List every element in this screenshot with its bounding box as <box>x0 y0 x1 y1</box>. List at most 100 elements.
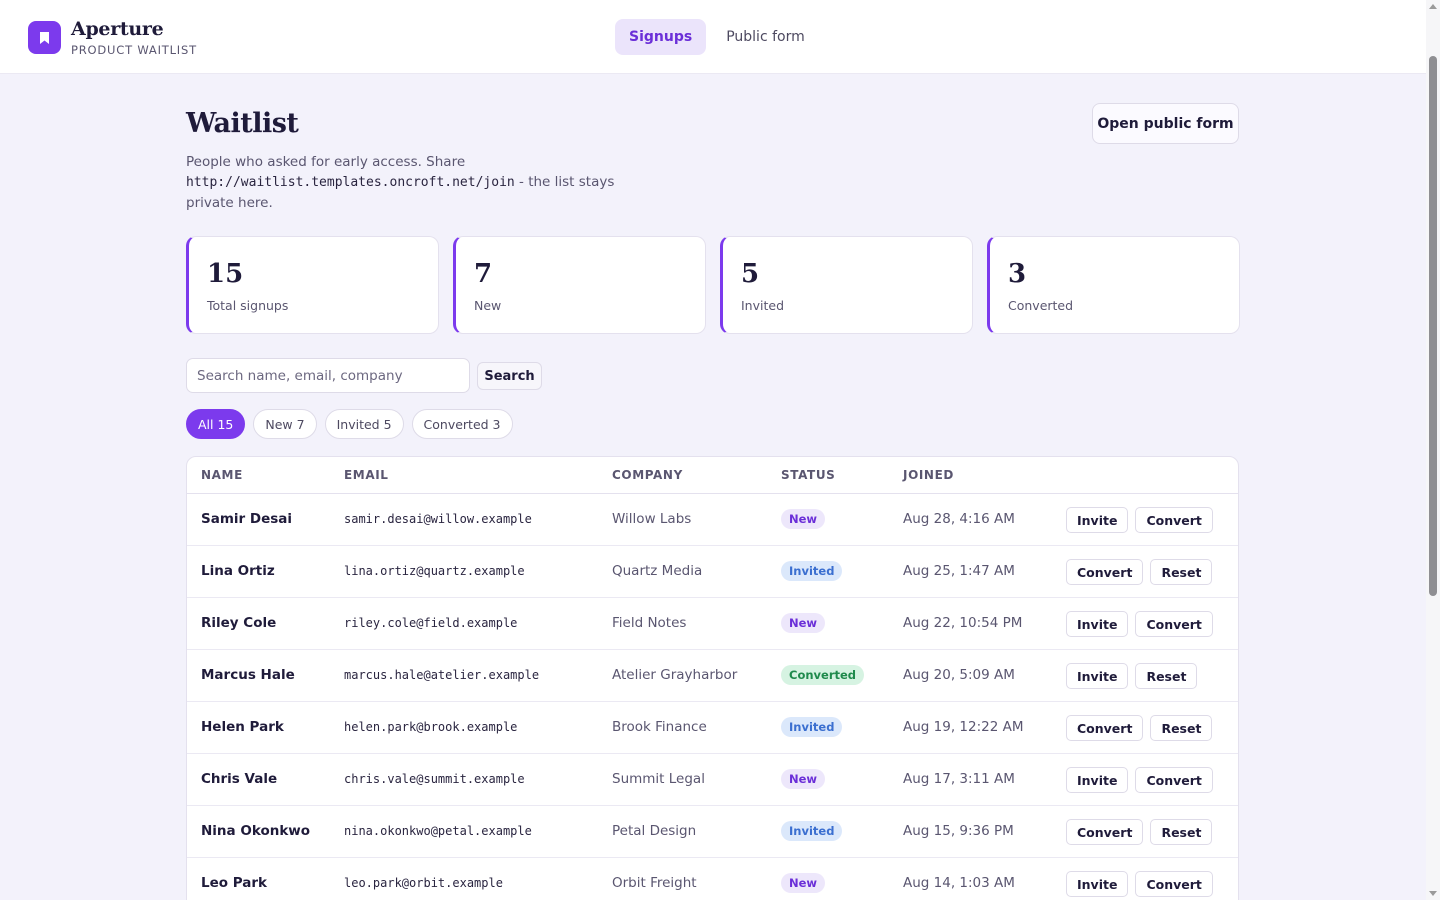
signup-joined: Aug 19, 12:22 AM <box>903 719 1024 735</box>
status-badge: Invited <box>781 717 843 737</box>
signup-name: Chris Vale <box>201 771 278 787</box>
table-row: Nina Okonkwo nina.okonkwo@petal.example … <box>187 806 1238 858</box>
signup-company: Summit Legal <box>612 771 705 787</box>
search-button[interactable]: Search <box>477 362 542 390</box>
row-actions: Invite Convert <box>1066 507 1213 533</box>
stat-value: 5 <box>741 259 760 289</box>
signup-name: Lina Ortiz <box>201 563 275 579</box>
status-badge: New <box>781 873 826 893</box>
stat-card-total: 15 Total signups <box>186 236 439 334</box>
convert-button[interactable]: Convert <box>1066 819 1144 845</box>
row-actions: Convert Reset <box>1066 715 1213 741</box>
signup-company: Orbit Freight <box>612 875 697 891</box>
column-header-email[interactable]: EMAIL <box>344 468 389 482</box>
signup-email: leo.park@orbit.example <box>344 876 503 890</box>
status-badge: New <box>781 509 826 529</box>
page-scrollbar[interactable] <box>1426 0 1440 900</box>
convert-button[interactable]: Convert <box>1135 767 1213 793</box>
table-row: Marcus Hale marcus.hale@atelier.example … <box>187 650 1238 702</box>
convert-button[interactable]: Convert <box>1066 715 1144 741</box>
row-actions: Convert Reset <box>1066 559 1213 585</box>
page-title: Waitlist <box>186 108 299 139</box>
signup-joined: Aug 17, 3:11 AM <box>903 771 1015 787</box>
scrollbar-thumb[interactable] <box>1429 56 1437 596</box>
invite-button[interactable]: Invite <box>1066 767 1129 793</box>
stat-card-invited: 5 Invited <box>720 236 973 334</box>
scroll-up-arrow-icon[interactable] <box>1429 4 1437 9</box>
signup-joined: Aug 28, 4:16 AM <box>903 511 1015 527</box>
invite-button[interactable]: Invite <box>1066 871 1129 897</box>
table-row: Chris Vale chris.vale@summit.example Sum… <box>187 754 1238 806</box>
stat-value: 3 <box>1008 259 1027 289</box>
column-header-joined[interactable]: JOINED <box>903 468 954 482</box>
stat-label: Total signups <box>207 298 289 313</box>
signup-name: Samir Desai <box>201 511 293 527</box>
table-header: NAME EMAIL COMPANY STATUS JOINED <box>187 457 1238 494</box>
filter-new[interactable]: New 7 <box>253 409 317 439</box>
table-row: Leo Park leo.park@orbit.example Orbit Fr… <box>187 858 1238 900</box>
search-input[interactable] <box>186 358 470 393</box>
filter-converted[interactable]: Converted 3 <box>411 409 513 439</box>
invite-button[interactable]: Invite <box>1066 663 1129 689</box>
convert-button[interactable]: Convert <box>1066 559 1144 585</box>
signup-email: helen.park@brook.example <box>344 720 518 734</box>
filter-all[interactable]: All 15 <box>186 409 246 439</box>
column-header-status[interactable]: STATUS <box>781 468 836 482</box>
tab-signups[interactable]: Signups <box>615 19 707 55</box>
stat-card-new: 7 New <box>453 236 706 334</box>
signup-company: Brook Finance <box>612 719 707 735</box>
stats-row: 15 Total signups 7 New 5 Invited 3 Conve… <box>186 236 1240 334</box>
convert-button[interactable]: Convert <box>1135 507 1213 533</box>
row-actions: Invite Convert <box>1066 767 1213 793</box>
row-actions: Invite Convert <box>1066 611 1213 637</box>
signup-email: marcus.hale@atelier.example <box>344 668 540 682</box>
signup-name: Helen Park <box>201 719 284 735</box>
filter-invited[interactable]: Invited 5 <box>324 409 404 439</box>
status-badge: Invited <box>781 821 843 841</box>
signup-company: Petal Design <box>612 823 697 839</box>
signup-email: samir.desai@willow.example <box>344 512 532 526</box>
app-subtitle: PRODUCT WAITLIST <box>71 43 197 57</box>
reset-button[interactable]: Reset <box>1135 663 1198 689</box>
signup-joined: Aug 25, 1:47 AM <box>903 563 1015 579</box>
open-public-form-button[interactable]: Open public form <box>1092 103 1239 144</box>
main-nav: Signups Public form <box>615 19 819 55</box>
signup-joined: Aug 14, 1:03 AM <box>903 875 1015 891</box>
row-actions: Invite Convert <box>1066 871 1213 897</box>
top-bar: Aperture PRODUCT WAITLIST Signups Public… <box>0 0 1426 74</box>
signup-name: Nina Okonkwo <box>201 823 311 839</box>
signup-joined: Aug 15, 9:36 PM <box>903 823 1014 839</box>
signup-email: chris.vale@summit.example <box>344 772 525 786</box>
column-header-name[interactable]: NAME <box>201 468 243 482</box>
signup-name: Riley Cole <box>201 615 277 631</box>
reset-button[interactable]: Reset <box>1150 819 1213 845</box>
status-filters: All 15 New 7 Invited 5 Converted 3 <box>186 409 513 439</box>
stat-label: Converted <box>1008 298 1074 313</box>
stat-label: Invited <box>741 298 785 313</box>
row-actions: Convert Reset <box>1066 819 1213 845</box>
status-badge: New <box>781 613 826 633</box>
signup-company: Atelier Grayharbor <box>612 667 738 683</box>
tab-public-form[interactable]: Public form <box>726 29 805 45</box>
column-header-company[interactable]: COMPANY <box>612 468 683 482</box>
page-description: People who asked for early access. Share… <box>186 152 646 213</box>
signup-email: nina.okonkwo@petal.example <box>344 824 532 838</box>
brand[interactable]: Aperture PRODUCT WAITLIST <box>28 18 197 57</box>
reset-button[interactable]: Reset <box>1150 715 1213 741</box>
signup-email: lina.ortiz@quartz.example <box>344 564 525 578</box>
stat-card-converted: 3 Converted <box>987 236 1240 334</box>
invite-button[interactable]: Invite <box>1066 611 1129 637</box>
reset-button[interactable]: Reset <box>1150 559 1213 585</box>
scroll-down-arrow-icon[interactable] <box>1429 891 1437 896</box>
signup-joined: Aug 20, 5:09 AM <box>903 667 1015 683</box>
status-badge: Invited <box>781 561 843 581</box>
stat-label: New <box>474 298 502 313</box>
table-row: Riley Cole riley.cole@field.example Fiel… <box>187 598 1238 650</box>
signup-joined: Aug 22, 10:54 PM <box>903 615 1023 631</box>
join-url: http://waitlist.templates.oncroft.net/jo… <box>186 175 515 190</box>
convert-button[interactable]: Convert <box>1135 611 1213 637</box>
signup-company: Field Notes <box>612 615 687 631</box>
invite-button[interactable]: Invite <box>1066 507 1129 533</box>
convert-button[interactable]: Convert <box>1135 871 1213 897</box>
table-row: Helen Park helen.park@brook.example Broo… <box>187 702 1238 754</box>
